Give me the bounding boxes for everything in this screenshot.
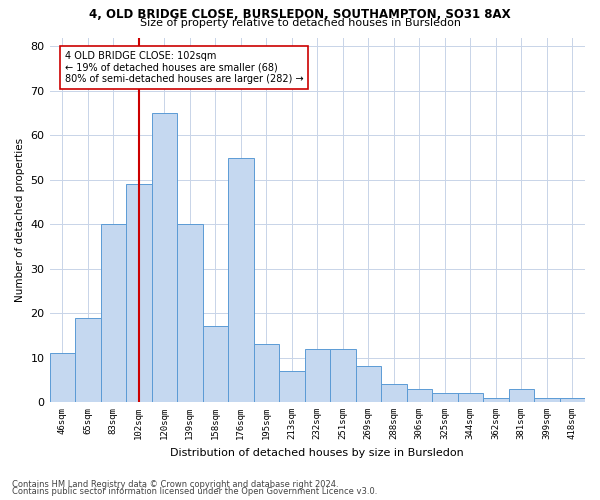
Bar — [177, 224, 203, 402]
Bar — [203, 326, 228, 402]
Bar — [330, 348, 356, 402]
Bar — [381, 384, 407, 402]
Bar — [407, 388, 432, 402]
Bar — [560, 398, 585, 402]
Bar — [509, 388, 534, 402]
Bar — [101, 224, 126, 402]
Bar — [279, 371, 305, 402]
Bar — [458, 393, 483, 402]
Text: 4, OLD BRIDGE CLOSE, BURSLEDON, SOUTHAMPTON, SO31 8AX: 4, OLD BRIDGE CLOSE, BURSLEDON, SOUTHAMP… — [89, 8, 511, 20]
Text: Size of property relative to detached houses in Bursledon: Size of property relative to detached ho… — [139, 18, 461, 28]
Bar — [75, 318, 101, 402]
Bar — [152, 113, 177, 402]
Bar — [126, 184, 152, 402]
Text: Contains HM Land Registry data © Crown copyright and database right 2024.: Contains HM Land Registry data © Crown c… — [12, 480, 338, 489]
X-axis label: Distribution of detached houses by size in Bursledon: Distribution of detached houses by size … — [170, 448, 464, 458]
Bar — [50, 353, 75, 402]
Bar — [228, 158, 254, 402]
Text: 4 OLD BRIDGE CLOSE: 102sqm
← 19% of detached houses are smaller (68)
80% of semi: 4 OLD BRIDGE CLOSE: 102sqm ← 19% of deta… — [65, 51, 304, 84]
Bar — [305, 348, 330, 402]
Bar — [432, 393, 458, 402]
Text: Contains public sector information licensed under the Open Government Licence v3: Contains public sector information licen… — [12, 487, 377, 496]
Bar — [254, 344, 279, 402]
Y-axis label: Number of detached properties: Number of detached properties — [15, 138, 25, 302]
Bar — [356, 366, 381, 402]
Bar — [534, 398, 560, 402]
Bar — [483, 398, 509, 402]
